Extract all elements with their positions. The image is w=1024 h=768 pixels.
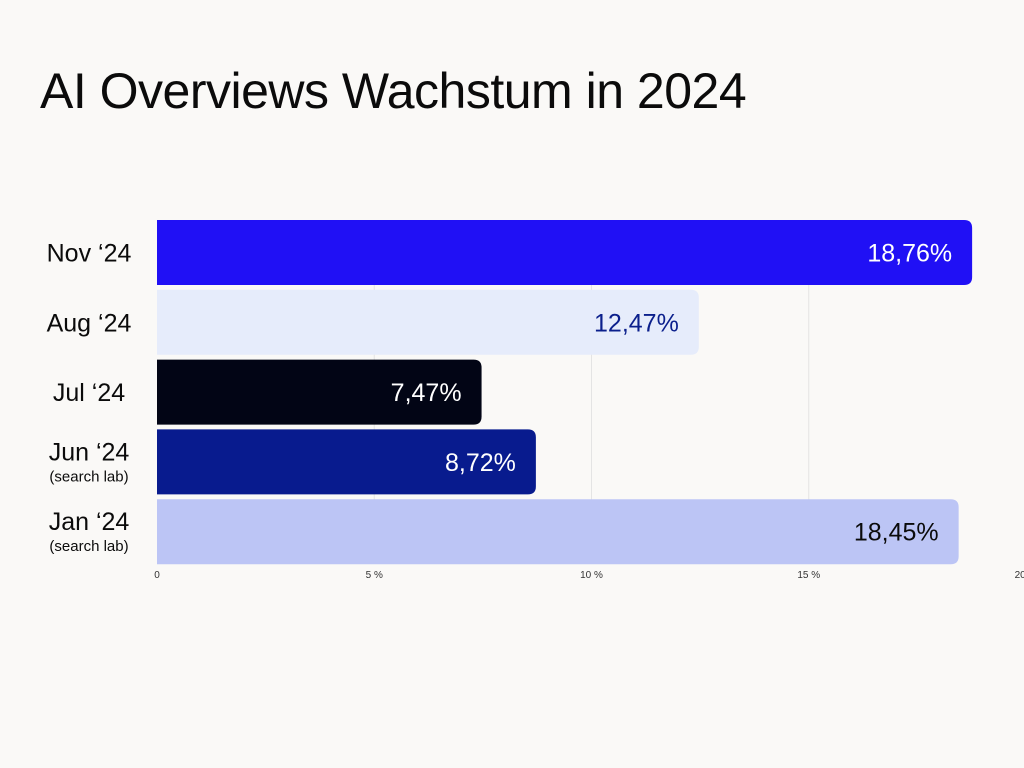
category-sublabel: (search lab) [49, 538, 128, 555]
bar [157, 359, 482, 425]
bar-value-label: 7,47% [391, 379, 462, 407]
x-tick-label: 10 % [580, 570, 603, 581]
bar [157, 429, 536, 495]
bar-value-label: 18,76% [867, 240, 952, 268]
chart-title: AI Overviews Wachstum in 2024 [40, 63, 747, 119]
category-label: Jul ‘24 [53, 379, 125, 407]
x-tick-label: 20 % [1015, 570, 1024, 581]
x-tick-label: 5 % [366, 570, 383, 581]
bar-value-label: 12,47% [594, 309, 679, 337]
x-tick-label: 15 % [797, 570, 820, 581]
bar [157, 220, 973, 285]
category-labels: Nov ‘24 Aug ‘24 Jul ‘24 Jun ‘24 (search lab)… [47, 240, 132, 556]
bar [157, 289, 699, 355]
bar-value-label: 8,72% [445, 449, 516, 477]
category-label: Nov ‘24 [47, 240, 132, 268]
category-label: Jan ‘24 [49, 508, 130, 536]
category-sublabel: (search lab) [49, 468, 128, 485]
category-label: Aug ‘24 [47, 309, 132, 337]
x-axis-ticks: 0 5 % 10 % 15 % 20 % [154, 570, 1024, 581]
category-label: Jun ‘24 [49, 438, 130, 466]
bars: 18,76% 12,47% 7,47% 8,72% 18,45% [157, 220, 973, 565]
bar-value-label: 18,45% [854, 519, 939, 547]
x-tick-label: 0 [154, 570, 160, 581]
bar [157, 499, 959, 565]
